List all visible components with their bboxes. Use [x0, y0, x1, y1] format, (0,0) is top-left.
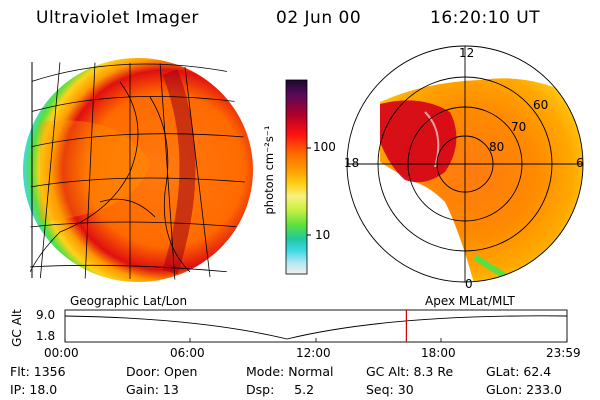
colorbar-tick-10: 10 [315, 228, 331, 242]
observation-date: 02 Jun 00 [276, 8, 362, 28]
timeline-y-tick-9: 9.0 [36, 308, 56, 322]
observation-time: 16:20:10 UT [430, 8, 541, 28]
timeline-x-tick-1200: 12:00 [296, 346, 331, 360]
mlt-label-18: 18 [344, 156, 360, 170]
flight-number: Flt: 1356 [10, 364, 66, 379]
geographic-image [23, 58, 253, 282]
apex-caption: Apex MLat/MLT [425, 294, 515, 308]
geographic-latitude: GLat: 62.4 [486, 364, 552, 379]
altitude-timeline [64, 309, 568, 343]
gain-value: Gain: 13 [126, 382, 179, 397]
instrument-title: Ultraviolet Imager [36, 8, 199, 28]
mlt-label-0: 0 [465, 277, 473, 291]
timeline-y-axis-label: GC Alt [10, 309, 24, 347]
gc-altitude: GC Alt: 8.3 Re [366, 364, 454, 379]
dsp-value: Dsp: 5.2 [246, 382, 315, 397]
geographic-longitude: GLon: 233.0 [486, 382, 562, 397]
colorbar-unit-label: photon cm⁻²s⁻¹ [262, 125, 276, 215]
timeline-x-ticks [64, 338, 568, 342]
timeline-x-tick-1800: 18:00 [421, 346, 456, 360]
mlt-label-12: 12 [459, 46, 475, 60]
timeline-x-tick-0600: 06:00 [170, 346, 205, 360]
colorbar-tick-100: 100 [313, 140, 336, 154]
mlt-label-6: 6 [576, 156, 584, 170]
timeline-frame [64, 309, 568, 343]
colorbar-gradient [285, 79, 308, 275]
mlat-label-70: 70 [511, 120, 527, 134]
timeline-x-tick-0000: 00:00 [44, 346, 79, 360]
timeline-y-tick-1-8: 1.8 [36, 329, 56, 343]
apex-polar-plot [346, 45, 584, 283]
sequence-number: Seq: 30 [366, 382, 414, 397]
geographic-aurora-disk [23, 58, 253, 282]
mode-value: Mode: Normal [246, 364, 334, 379]
mlat-label-60: 60 [533, 98, 549, 112]
ip-value: IP: 18.0 [10, 382, 58, 397]
timeline-x-tick-2359: 23:59 [546, 346, 581, 360]
altitude-curve [64, 315, 568, 340]
geographic-caption: Geographic Lat/Lon [70, 294, 188, 308]
intensity-colorbar [285, 79, 311, 275]
geographic-grid [30, 62, 246, 280]
mlat-label-80: 80 [489, 140, 505, 154]
polar-grid [346, 45, 584, 283]
door-status: Door: Open [126, 364, 198, 379]
